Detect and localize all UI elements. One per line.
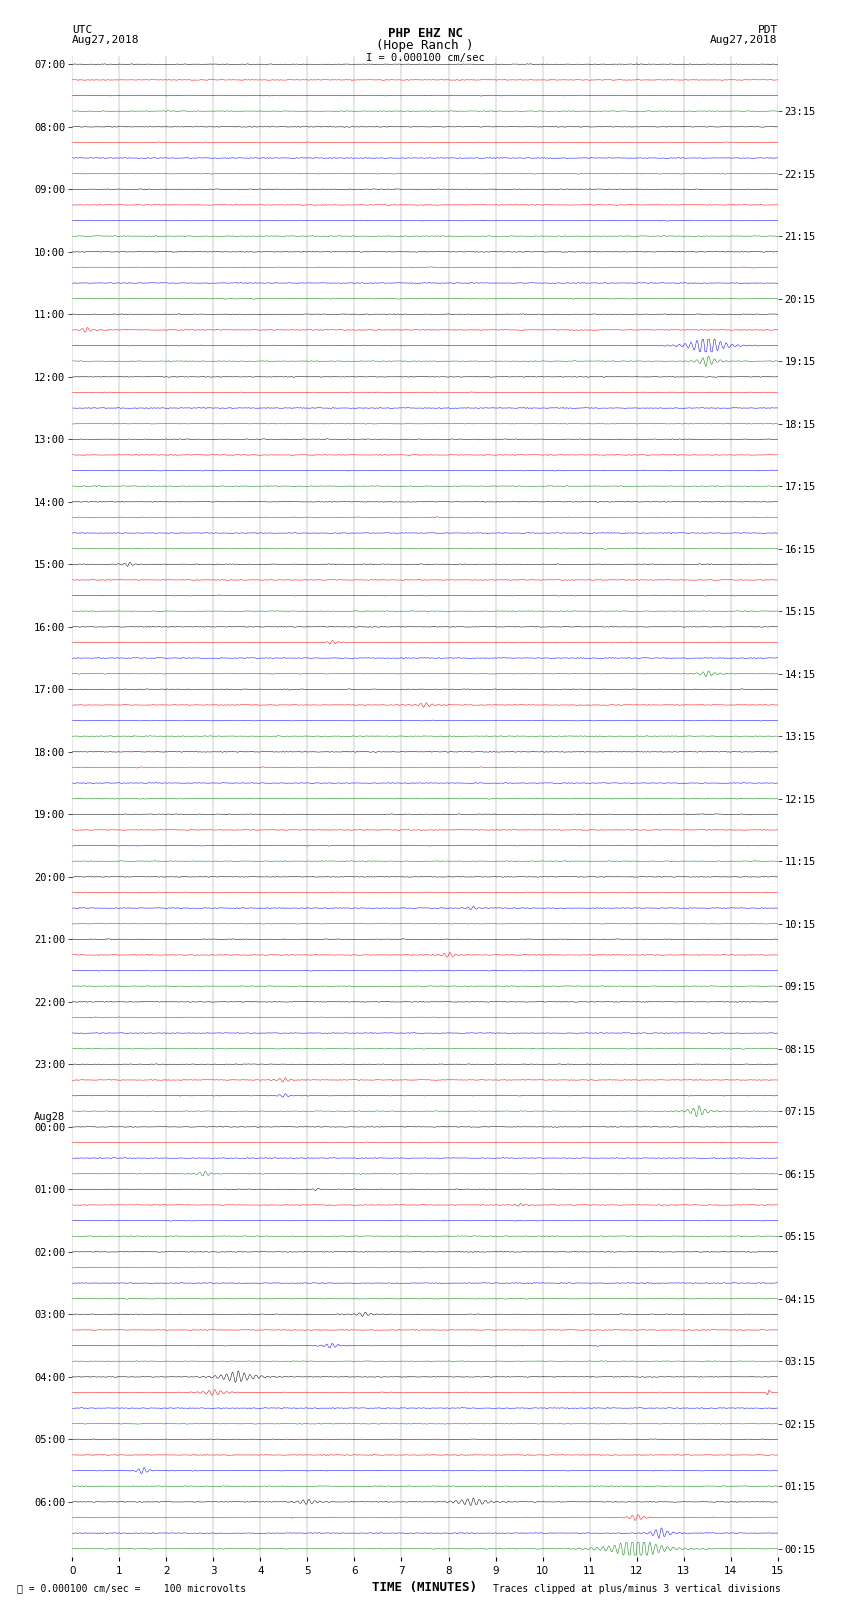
Text: Aug28: Aug28 xyxy=(34,1113,65,1123)
Text: PHP EHZ NC: PHP EHZ NC xyxy=(388,27,462,40)
Text: Aug27,2018: Aug27,2018 xyxy=(711,35,778,45)
Text: ⏐ = 0.000100 cm/sec =    100 microvolts: ⏐ = 0.000100 cm/sec = 100 microvolts xyxy=(17,1584,246,1594)
Text: UTC: UTC xyxy=(72,26,93,35)
Text: I = 0.000100 cm/sec: I = 0.000100 cm/sec xyxy=(366,53,484,63)
Text: PDT: PDT xyxy=(757,26,778,35)
Text: Aug27,2018: Aug27,2018 xyxy=(72,35,139,45)
X-axis label: TIME (MINUTES): TIME (MINUTES) xyxy=(372,1581,478,1594)
Text: Traces clipped at plus/minus 3 vertical divisions: Traces clipped at plus/minus 3 vertical … xyxy=(493,1584,781,1594)
Text: (Hope Ranch ): (Hope Ranch ) xyxy=(377,39,473,52)
